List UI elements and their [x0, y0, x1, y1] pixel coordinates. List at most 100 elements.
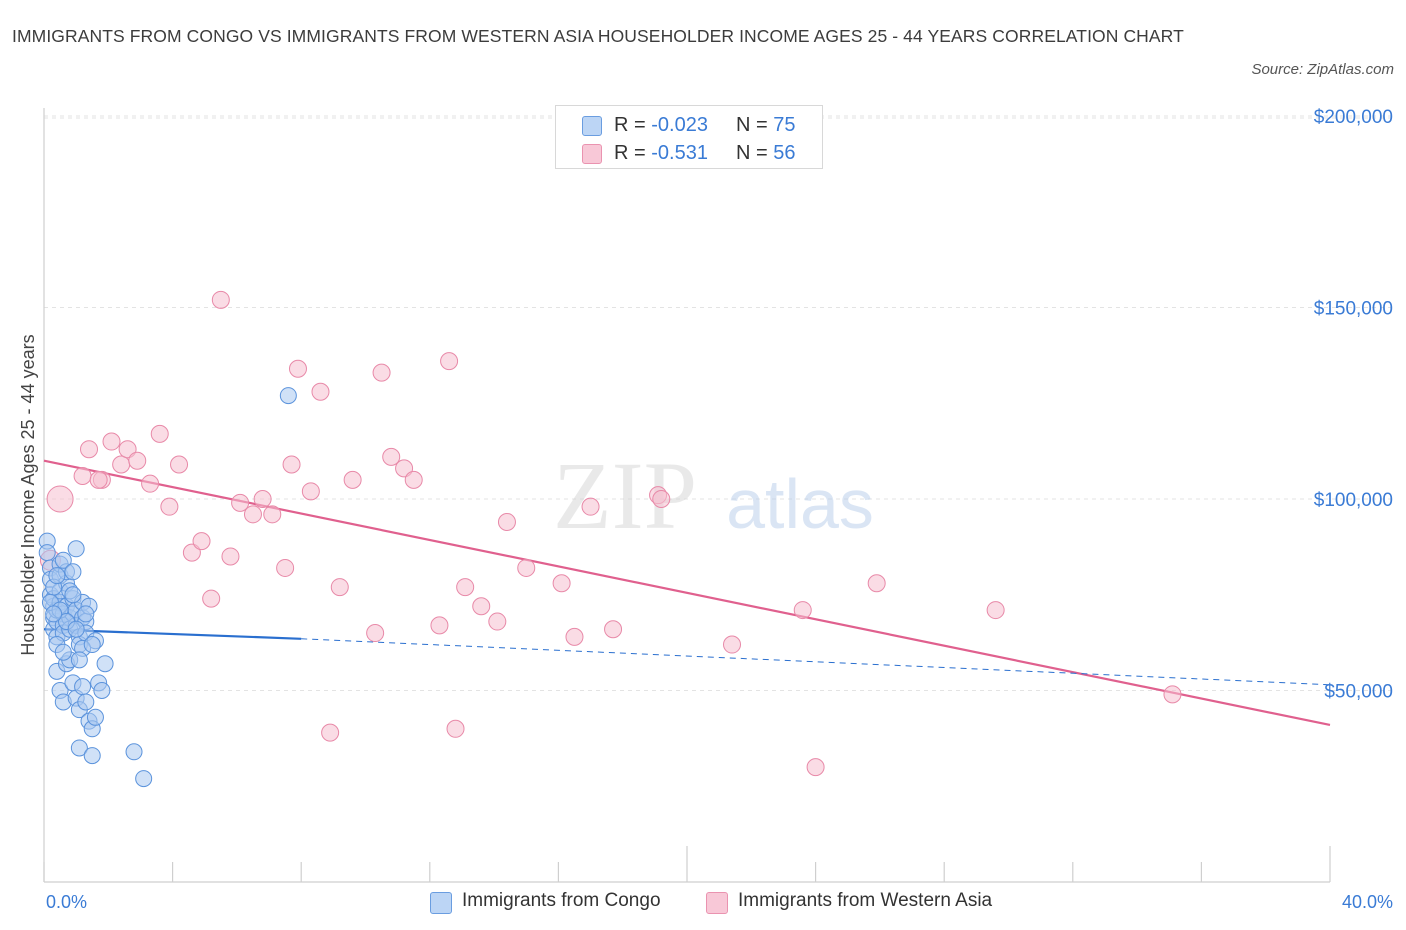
- data-point-congo: [48, 567, 66, 585]
- y-tick-label: $150,000: [1314, 299, 1393, 320]
- x-tick-labels: 0.0% 40.0%: [46, 892, 1393, 912]
- watermark-zip: ZIP: [553, 442, 697, 549]
- data-point-congo: [70, 651, 88, 669]
- legend-r-label: R =: [614, 142, 646, 164]
- watermark-atlas: atlas: [726, 465, 874, 543]
- legend-swatch-congo: [582, 116, 602, 136]
- bottom-legend-swatch-congo: [430, 892, 452, 914]
- data-point-congo: [54, 643, 72, 661]
- data-point-western-asia: [652, 490, 671, 508]
- data-point-western-asia: [806, 758, 825, 777]
- data-point-western-asia: [221, 547, 240, 566]
- data-point-western-asia: [243, 505, 262, 524]
- data-point-western-asia: [311, 382, 330, 401]
- data-point-congo: [96, 655, 114, 673]
- data-point-western-asia: [141, 474, 160, 493]
- data-point-western-asia: [160, 497, 179, 516]
- bottom-legend-label-congo: Immigrants from Congo: [462, 890, 661, 911]
- data-point-western-asia: [276, 558, 295, 577]
- legend-box: R = -0.023 N = 75 R = -0.531 N = 56: [555, 105, 823, 169]
- grid-lines: [44, 115, 1394, 691]
- data-point-congo: [83, 636, 101, 654]
- data-point-western-asia: [867, 574, 886, 593]
- data-point-western-asia: [170, 455, 189, 474]
- data-point-congo: [64, 563, 82, 581]
- data-point-western-asia: [321, 723, 340, 742]
- chart-title: IMMIGRANTS FROM CONGO VS IMMIGRANTS FROM…: [12, 26, 1184, 46]
- data-point-western-asia: [488, 612, 507, 631]
- data-point-western-asia: [986, 601, 1005, 620]
- data-point-western-asia: [330, 578, 349, 597]
- legend-row-western-asia: R = -0.531 N = 56: [556, 140, 822, 168]
- data-point-western-asia: [301, 482, 320, 501]
- data-point-congo: [67, 540, 85, 558]
- data-point-western-asia: [440, 352, 459, 371]
- data-point-western-asia: [263, 505, 282, 524]
- series-congo-points: [38, 387, 297, 788]
- data-point-congo: [86, 708, 104, 726]
- data-point-western-asia: [46, 485, 74, 513]
- data-point-congo: [125, 743, 143, 761]
- legend-row-congo: R = -0.023 N = 75: [556, 112, 822, 140]
- legend-r-value: -0.023: [651, 114, 708, 136]
- data-point-western-asia: [182, 543, 201, 562]
- data-point-western-asia: [128, 451, 147, 470]
- data-point-congo: [83, 747, 101, 765]
- data-point-western-asia: [604, 620, 623, 639]
- data-point-western-asia: [404, 470, 423, 489]
- data-point-congo: [67, 620, 85, 638]
- y-axis-label: Householder Income Ages 25 - 44 years: [18, 334, 38, 655]
- data-point-congo: [70, 739, 88, 757]
- data-point-western-asia: [202, 589, 221, 608]
- legend-r-label: R =: [614, 114, 646, 136]
- data-point-congo: [45, 605, 63, 623]
- data-point-western-asia: [446, 719, 465, 738]
- data-point-western-asia: [343, 470, 362, 489]
- data-point-western-asia: [80, 440, 99, 459]
- data-point-western-asia: [231, 493, 250, 512]
- data-point-western-asia: [517, 558, 536, 577]
- data-point-congo: [38, 544, 56, 562]
- data-point-western-asia: [288, 359, 307, 378]
- data-point-western-asia: [472, 597, 491, 616]
- data-point-western-asia: [118, 440, 137, 459]
- legend-n-value: 56: [773, 142, 796, 164]
- data-point-congo: [77, 693, 95, 711]
- data-point-western-asia: [282, 455, 301, 474]
- data-point-western-asia: [723, 635, 742, 654]
- data-point-western-asia: [372, 363, 391, 382]
- axes: [43, 108, 1331, 883]
- data-point-western-asia: [430, 616, 449, 635]
- y-tick-label: $50,000: [1324, 682, 1393, 703]
- legend-n-label: N =: [736, 142, 768, 164]
- legend-swatch-western-asia: [582, 144, 602, 164]
- data-point-congo: [279, 387, 297, 405]
- x-tick-label-min: 0.0%: [46, 892, 87, 912]
- y-tick-labels: $50,000 $100,000 $150,000 $200,000: [1314, 107, 1393, 703]
- legend-n-label: N =: [736, 114, 768, 136]
- data-point-congo: [64, 586, 82, 604]
- data-point-western-asia: [395, 459, 414, 478]
- data-point-western-asia: [1163, 685, 1182, 704]
- data-point-western-asia: [366, 624, 385, 643]
- data-point-congo: [74, 678, 92, 696]
- bottom-legend-label-western-asia: Immigrants from Western Asia: [738, 890, 993, 911]
- data-point-western-asia: [565, 627, 584, 646]
- data-point-western-asia: [382, 447, 401, 466]
- source-label: Source: ZipAtlas.com: [1251, 61, 1394, 78]
- legend-n-value: 75: [773, 114, 796, 136]
- bottom-legend-swatch-western-asia: [706, 892, 728, 914]
- watermark: ZIP atlas: [553, 442, 874, 549]
- data-point-western-asia: [581, 497, 600, 516]
- trend-line-congo-extrapolated: [301, 638, 1331, 686]
- data-point-western-asia: [192, 532, 211, 551]
- data-point-western-asia: [793, 601, 812, 620]
- x-tick-label-max: 40.0%: [1342, 892, 1393, 912]
- data-point-congo: [77, 605, 95, 623]
- legend-r-value: -0.531: [651, 142, 708, 164]
- series-western-asia-points: [39, 290, 1182, 777]
- data-point-western-asia: [73, 467, 92, 486]
- y-tick-label: $100,000: [1314, 490, 1393, 511]
- data-point-western-asia: [112, 455, 131, 474]
